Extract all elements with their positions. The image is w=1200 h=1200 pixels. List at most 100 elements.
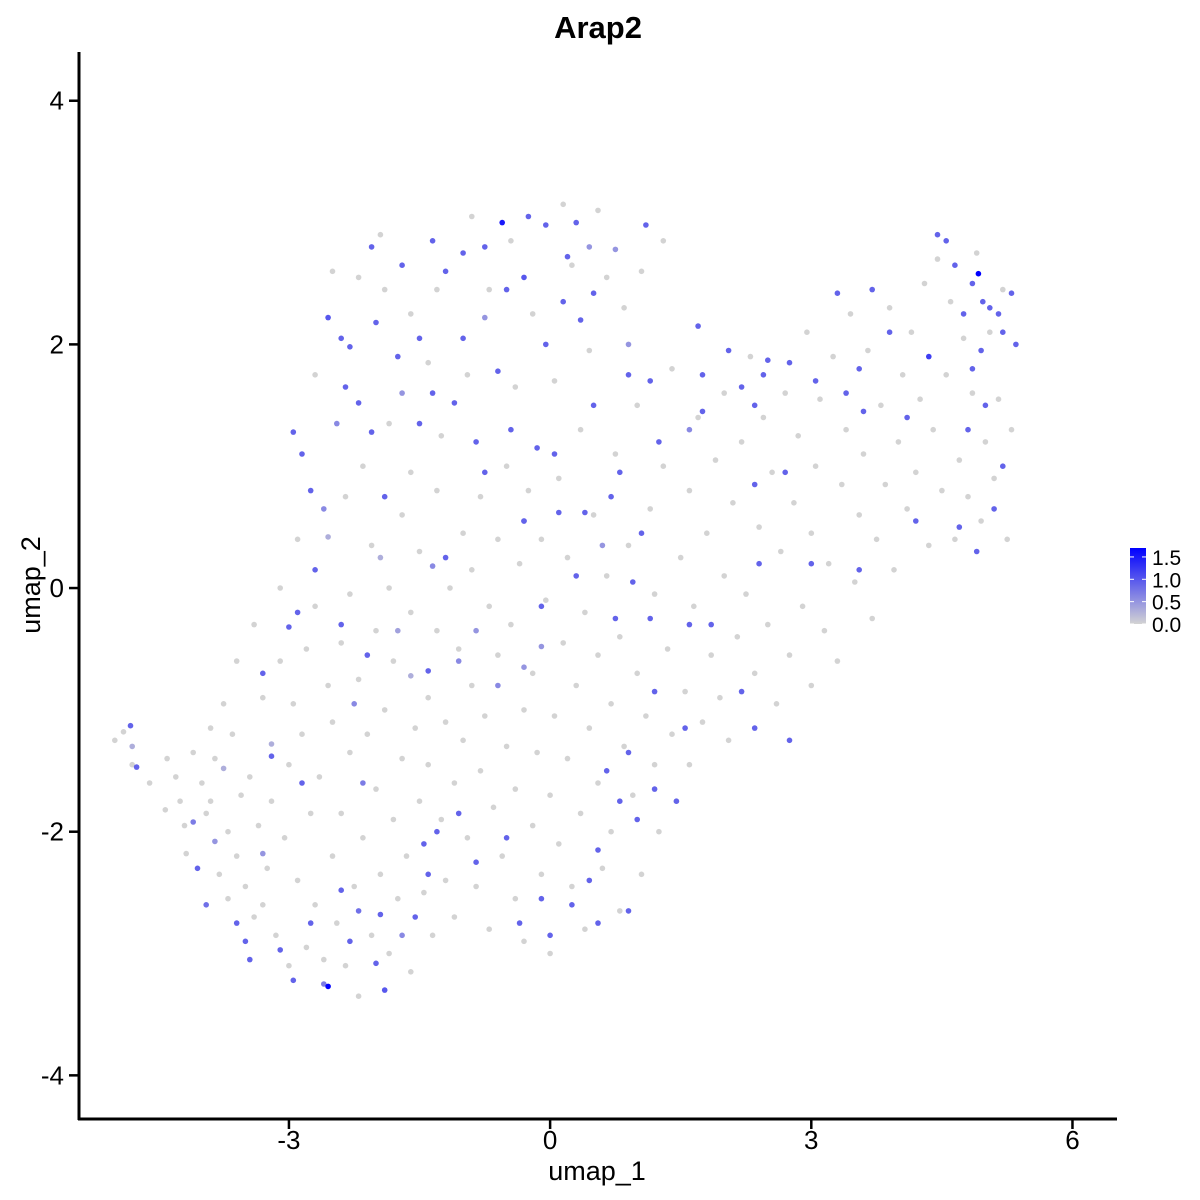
data-point [242,883,249,890]
data-point [543,597,549,603]
data-point [699,719,706,725]
data-point [299,451,305,457]
data-point [830,353,836,360]
data-point [634,816,640,823]
data-point [778,548,784,555]
data-point [534,445,540,451]
data-point [608,493,614,500]
data-point [416,798,423,804]
data-point [368,542,375,549]
scatter-points [112,201,1019,999]
data-point [538,603,545,610]
data-point [395,895,401,902]
data-point [477,493,484,500]
data-point [360,463,366,470]
data-point [947,298,954,305]
data-point [442,268,449,275]
data-point [503,835,510,841]
data-point [651,688,658,695]
colorbar-tick-label: 1.5 [1152,547,1181,570]
data-point [529,822,536,829]
data-point [381,987,388,993]
data-point [795,433,801,439]
data-point [625,749,632,756]
data-point [773,701,780,707]
data-point [529,311,536,317]
data-point [1013,341,1019,348]
data-point [368,932,375,939]
data-point [1000,329,1006,336]
data-point [538,643,545,650]
data-point [521,938,527,945]
data-point [547,932,553,939]
data-point [277,947,284,953]
data-point [525,487,532,494]
data-point [643,713,649,719]
data-point [242,938,249,945]
data-point [712,457,719,463]
data-point [329,853,336,859]
data-point [203,902,209,908]
y-tick-label: -2 [41,817,64,847]
data-point [529,670,536,677]
data-point [638,530,645,536]
data-point [386,950,392,957]
data-point [573,573,579,579]
data-point [634,402,640,409]
data-point [351,883,358,890]
data-point [556,509,562,516]
data-point [603,274,610,281]
data-point [486,603,493,610]
data-point [286,761,292,768]
data-point [408,673,414,679]
data-point [638,268,645,275]
data-point [442,554,449,561]
data-point [786,737,793,744]
data-point [756,524,762,530]
data-point [342,493,349,500]
data-point [133,764,140,770]
x-tick-label: -3 [277,1125,300,1155]
data-point [647,378,653,384]
colorbar-tick-label: 0.5 [1152,592,1181,615]
data-point [913,469,919,476]
data-point [791,500,797,506]
data-point [934,231,941,238]
data-point [220,765,227,772]
data-point [521,707,527,713]
data-point [538,895,545,902]
data-point [386,420,392,427]
data-point [329,719,336,725]
data-point [338,621,345,628]
data-point [804,329,810,336]
data-point [233,658,240,664]
data-point [686,621,693,628]
data-point [760,414,767,421]
data-point [325,534,331,540]
data-point [651,786,658,792]
data-point [207,725,214,731]
data-point [551,451,558,457]
data-point [569,262,575,269]
data-point [447,585,453,591]
data-point [682,688,688,695]
data-point [177,798,183,804]
data-point [625,542,632,549]
data-point [469,682,475,689]
data-point [294,877,301,884]
data-point [751,670,758,677]
data-point [538,871,545,878]
data-point [482,244,488,250]
data-point [233,920,240,926]
data-point [660,463,667,470]
data-point [786,652,793,658]
data-point [543,341,549,348]
data-point [442,719,449,725]
data-point [1000,463,1006,470]
data-point [1008,290,1015,297]
x-axis-ticks: -3 0 3 6 [277,1120,1080,1155]
data-point [856,366,862,372]
data-point [839,481,845,488]
data-point [960,335,967,342]
